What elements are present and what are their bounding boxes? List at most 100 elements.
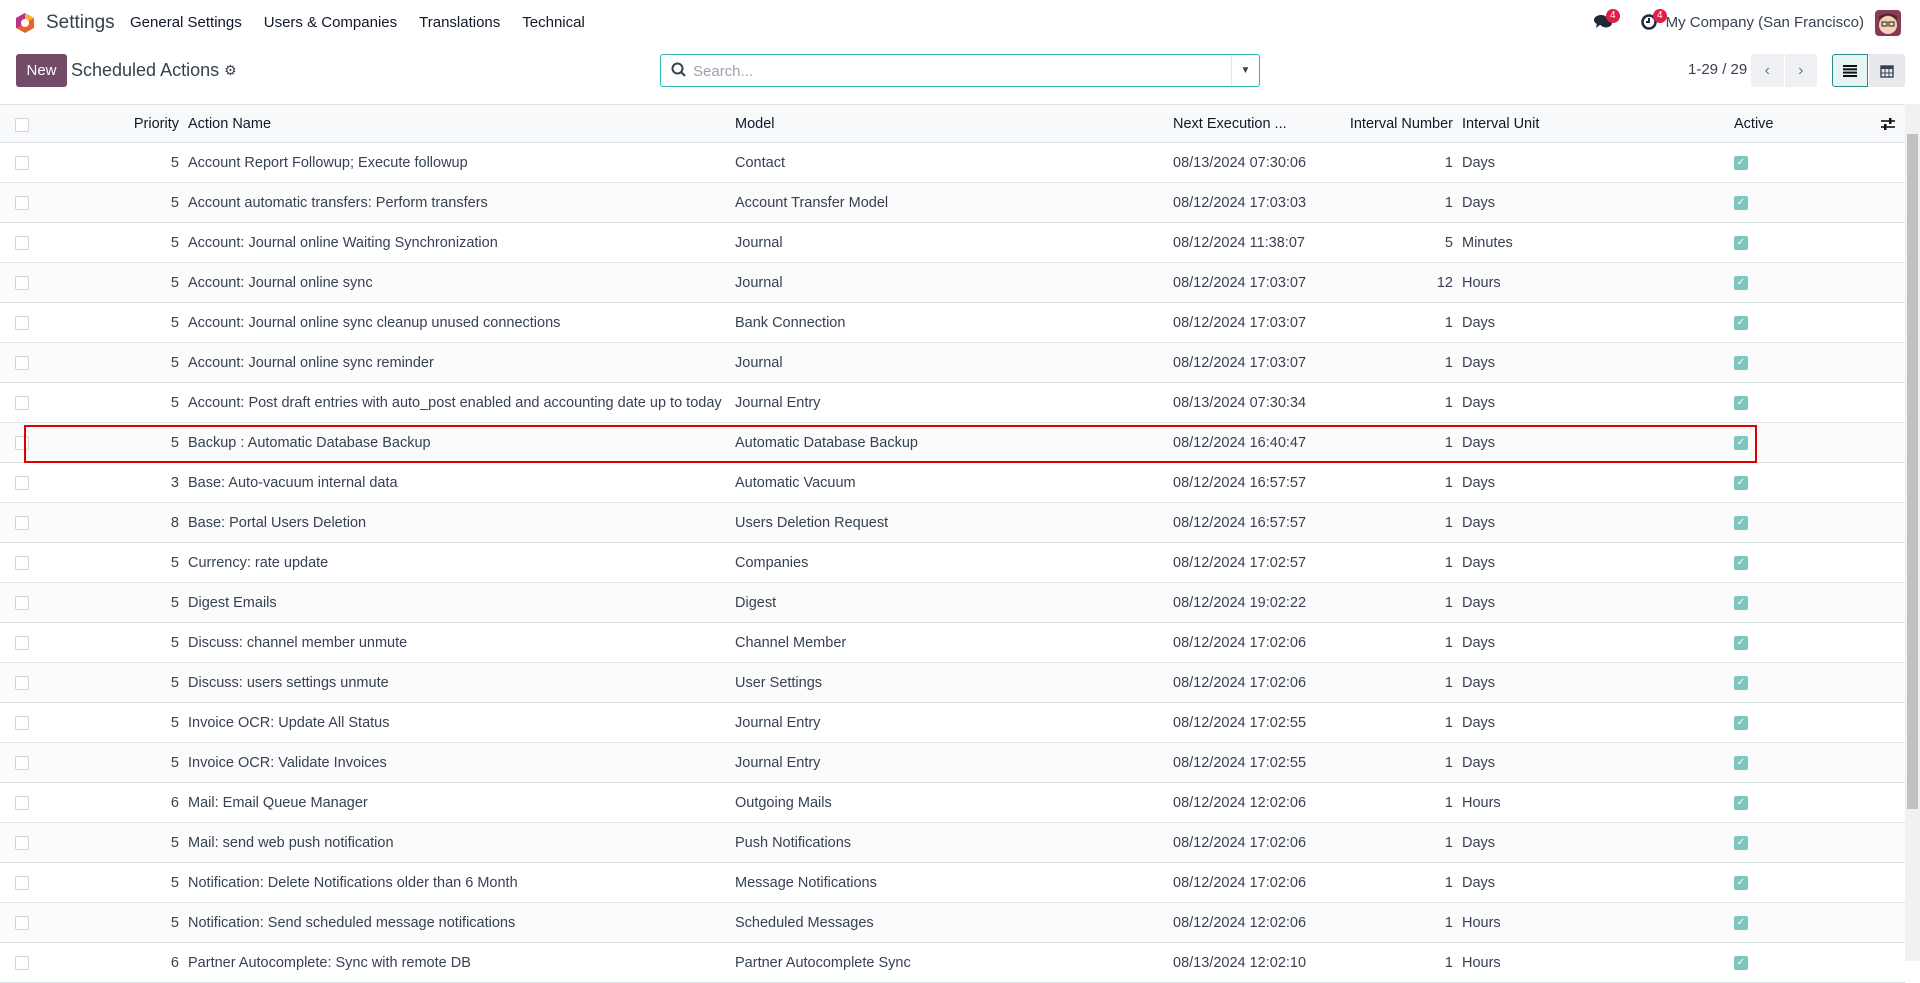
table-row[interactable]: 5 Account: Journal online sync Journal 08/1… <box>0 263 1905 303</box>
row-checkbox[interactable] <box>15 436 29 450</box>
active-checkbox[interactable]: ✓ <box>1734 875 1748 890</box>
gear-icon[interactable]: ⚙ <box>224 62 237 78</box>
activities-button[interactable]: 4 <box>1641 9 1667 32</box>
table-row[interactable]: 5 Account: Journal online Waiting Synchro… <box>0 223 1905 263</box>
row-checkbox[interactable] <box>15 916 29 930</box>
active-checkbox[interactable]: ✓ <box>1734 835 1748 850</box>
table-row[interactable]: 5 Invoice OCR: Update All Status Journal E… <box>0 703 1905 743</box>
active-checkbox[interactable]: ✓ <box>1734 235 1748 250</box>
search-input[interactable] <box>693 60 1213 82</box>
model-cell: Contact <box>735 154 785 171</box>
search-options-toggle[interactable]: ▼ <box>1231 55 1259 86</box>
pager-previous-button[interactable]: ‹ <box>1751 54 1785 87</box>
vertical-scrollbar[interactable] <box>1905 104 1920 961</box>
new-button[interactable]: New <box>16 54 67 87</box>
row-checkbox[interactable] <box>15 636 29 650</box>
table-row[interactable]: 5 Mail: send web push notification Push No… <box>0 823 1905 863</box>
row-checkbox[interactable] <box>15 796 29 810</box>
row-checkbox[interactable] <box>15 836 29 850</box>
row-checkbox[interactable] <box>15 236 29 250</box>
active-checkbox[interactable]: ✓ <box>1734 315 1748 330</box>
next-execution-cell: 08/12/2024 17:02:55 <box>1173 754 1307 771</box>
table-row[interactable]: 8 Base: Portal Users Deletion Users Deleti… <box>0 503 1905 543</box>
active-checkbox[interactable]: ✓ <box>1734 555 1748 570</box>
active-checkbox[interactable]: ✓ <box>1734 755 1748 770</box>
table-row[interactable]: 5 Account: Post draft entries with auto_p… <box>0 383 1905 423</box>
active-checkbox[interactable]: ✓ <box>1734 515 1748 530</box>
header-priority[interactable]: Priority <box>133 115 179 132</box>
model-cell: Scheduled Messages <box>735 914 874 931</box>
active-checkbox[interactable]: ✓ <box>1734 195 1748 210</box>
list-view-button[interactable] <box>1832 54 1868 87</box>
table-row[interactable]: 6 Partner Autocomplete: Sync with remote … <box>0 943 1905 983</box>
pager-value[interactable]: 1-29 / 29 <box>1688 61 1748 78</box>
row-checkbox[interactable] <box>15 196 29 210</box>
row-checkbox[interactable] <box>15 276 29 290</box>
header-interval-number[interactable]: Interval Number <box>1349 115 1453 132</box>
menu-general-settings[interactable]: General Settings <box>130 14 242 31</box>
messages-button[interactable]: 4 <box>1594 9 1620 32</box>
table-row[interactable]: 5 Notification: Delete Notifications olde… <box>0 863 1905 903</box>
active-checkbox[interactable]: ✓ <box>1734 795 1748 810</box>
menu-technical[interactable]: Technical <box>522 14 585 31</box>
table-row[interactable]: 5 Account: Journal online sync reminder Jo… <box>0 343 1905 383</box>
table-row[interactable]: 3 Base: Auto-vacuum internal data Automati… <box>0 463 1905 503</box>
row-checkbox[interactable] <box>15 716 29 730</box>
active-checkbox[interactable]: ✓ <box>1734 675 1748 690</box>
menu-users-companies[interactable]: Users & Companies <box>263 14 398 31</box>
row-checkbox[interactable] <box>15 516 29 530</box>
active-checkbox[interactable]: ✓ <box>1734 635 1748 650</box>
select-all-checkbox[interactable] <box>15 118 29 132</box>
active-checkbox[interactable]: ✓ <box>1734 395 1748 410</box>
row-checkbox[interactable] <box>15 876 29 890</box>
interval-number-cell: 1 <box>1444 874 1453 891</box>
app-name[interactable]: Settings <box>46 12 115 33</box>
row-checkbox[interactable] <box>15 316 29 330</box>
row-checkbox[interactable] <box>15 556 29 570</box>
header-next-execution[interactable]: Next Execution ... <box>1173 115 1287 132</box>
table-row[interactable]: 5 Account: Journal online sync cleanup un… <box>0 303 1905 343</box>
calendar-view-button[interactable] <box>1869 54 1905 87</box>
active-checkbox[interactable]: ✓ <box>1734 275 1748 290</box>
active-checkbox[interactable]: ✓ <box>1734 595 1748 610</box>
header-model[interactable]: Model <box>735 115 775 132</box>
interval-unit-cell: Days <box>1462 594 1496 611</box>
scrollbar-thumb[interactable] <box>1907 134 1918 809</box>
active-checkbox[interactable]: ✓ <box>1734 155 1748 170</box>
header-action-name[interactable]: Action Name <box>188 115 272 132</box>
table-row[interactable]: 5 Currency: rate update Companies 08/12/202… <box>0 543 1905 583</box>
next-execution-cell: 08/12/2024 17:02:55 <box>1173 714 1307 731</box>
row-checkbox[interactable] <box>15 956 29 970</box>
table-row[interactable]: 5 Discuss: channel member unmute Channel M… <box>0 623 1905 663</box>
pager-next-button[interactable]: › <box>1785 54 1818 87</box>
table-row[interactable]: 5 Notification: Send scheduled message no… <box>0 903 1905 943</box>
row-checkbox[interactable] <box>15 396 29 410</box>
table-row[interactable]: 5 Account Report Followup; Execute follow… <box>0 143 1905 183</box>
table-row[interactable]: 5 Discuss: users settings unmute User Sett… <box>0 663 1905 703</box>
active-checkbox[interactable]: ✓ <box>1734 955 1748 970</box>
row-checkbox[interactable] <box>15 476 29 490</box>
row-checkbox[interactable] <box>15 356 29 370</box>
table-row[interactable]: 5 Invoice OCR: Validate Invoices Journal E… <box>0 743 1905 783</box>
header-interval-unit[interactable]: Interval Unit <box>1462 115 1540 132</box>
table-row[interactable]: 5 Backup : Automatic Database Backup Autom… <box>0 423 1905 463</box>
row-checkbox[interactable] <box>15 596 29 610</box>
company-switcher[interactable]: My Company (San Francisco) <box>1665 14 1864 31</box>
header-active[interactable]: Active <box>1734 115 1774 132</box>
active-checkbox[interactable]: ✓ <box>1734 435 1748 450</box>
optional-columns-toggle-icon[interactable] <box>1880 117 1896 131</box>
table-row[interactable]: 5 Digest Emails Digest 08/12/2024 19:02:22 1… <box>0 583 1905 623</box>
active-checkbox[interactable]: ✓ <box>1734 355 1748 370</box>
row-checkbox[interactable] <box>15 156 29 170</box>
table-row[interactable]: 6 Mail: Email Queue Manager Outgoing Mails… <box>0 783 1905 823</box>
user-avatar[interactable] <box>1875 10 1901 36</box>
row-checkbox[interactable] <box>15 676 29 690</box>
row-checkbox[interactable] <box>15 756 29 770</box>
menu-translations[interactable]: Translations <box>419 14 501 31</box>
active-checkbox[interactable]: ✓ <box>1734 475 1748 490</box>
table-row[interactable]: 5 Account automatic transfers: Perform tr… <box>0 183 1905 223</box>
active-checkbox[interactable]: ✓ <box>1734 915 1748 930</box>
action-name-cell: Mail: send web push notification <box>188 834 394 851</box>
odoo-app-logo-icon[interactable] <box>14 12 36 34</box>
active-checkbox[interactable]: ✓ <box>1734 715 1748 730</box>
